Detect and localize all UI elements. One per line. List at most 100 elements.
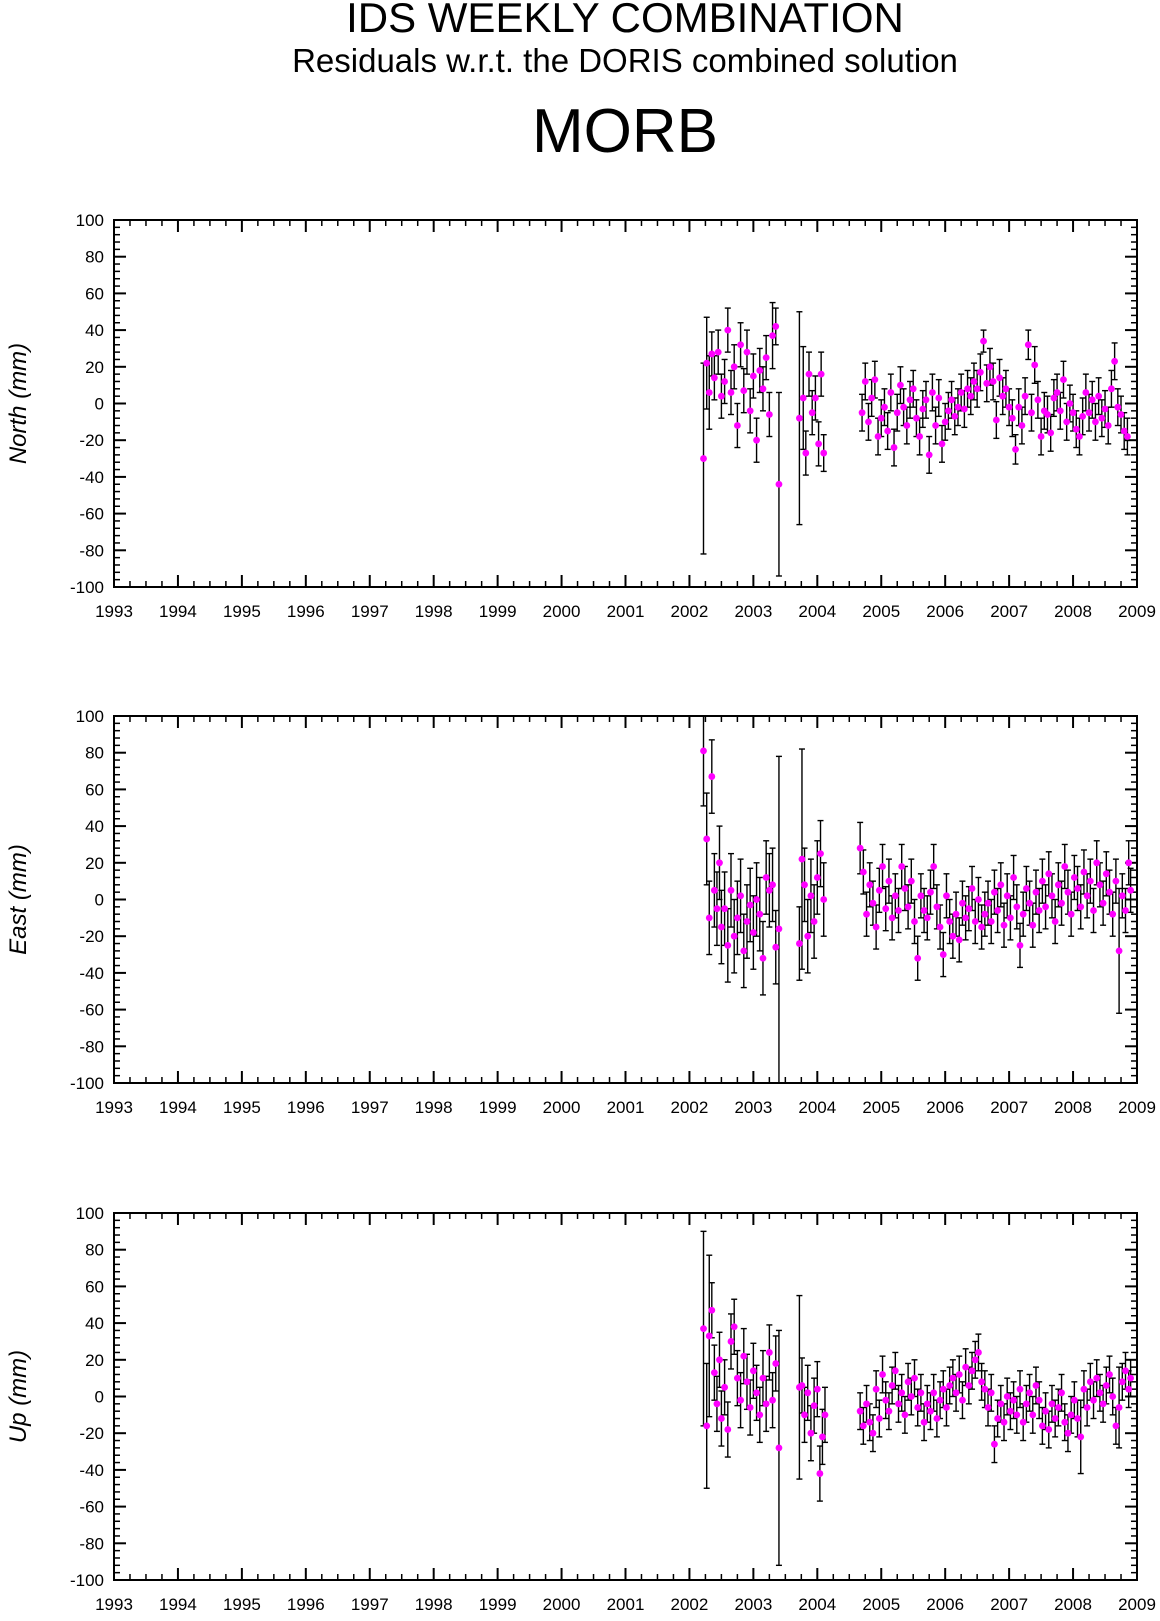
up-ytick-label: -60: [79, 1498, 104, 1517]
north-data-point: [740, 387, 748, 395]
up-data-point: [1007, 1407, 1014, 1415]
east-data-point: [863, 910, 870, 918]
north-data-point: [1060, 376, 1067, 384]
north-data-point: [935, 394, 943, 402]
north-data-point: [799, 394, 807, 402]
east-data-point: [1125, 859, 1133, 867]
east-data-point: [975, 896, 982, 903]
east-ytick-label: -60: [79, 1001, 104, 1020]
north-data-point: [897, 381, 904, 389]
up-data-point: [753, 1389, 760, 1397]
north-data-point: [703, 359, 711, 367]
east-data-point: [1099, 899, 1107, 907]
east-data-point: [1019, 910, 1027, 918]
north-data-point: [759, 385, 767, 393]
up-data-point: [710, 1369, 718, 1377]
east-xtick-label: 2005: [862, 1098, 900, 1117]
up-data-point: [1070, 1396, 1078, 1404]
up-data-point: [879, 1371, 886, 1378]
up-data-point: [743, 1378, 751, 1386]
north-data-point: [1005, 403, 1013, 411]
north-xtick-label: 2008: [1054, 602, 1092, 621]
up-data-point: [762, 1400, 770, 1408]
up-data-point: [943, 1404, 950, 1411]
east-data-point: [965, 905, 973, 913]
up-data-point: [1125, 1385, 1133, 1393]
up-xtick-label: 2001: [607, 1595, 645, 1614]
north-data-point: [700, 455, 707, 462]
up-data-point: [821, 1411, 829, 1419]
east-data-point: [959, 899, 966, 907]
north-xtick-label: 2006: [926, 602, 964, 621]
up-xtick-label: 1997: [351, 1595, 389, 1614]
up-data-point: [718, 1415, 725, 1422]
east-data-point: [724, 941, 732, 949]
up-data-point: [724, 1426, 732, 1433]
east-data-point: [718, 923, 725, 931]
north-data-point: [1095, 392, 1103, 400]
up-data-point: [1016, 1385, 1024, 1393]
east-data-point: [981, 910, 989, 918]
north-xtick-label: 1993: [95, 602, 133, 621]
up-data-point: [759, 1374, 767, 1382]
up-data-point: [1061, 1418, 1069, 1426]
up-data-point: [914, 1404, 922, 1411]
east-data-point: [1042, 903, 1049, 911]
up-data-point: [1045, 1426, 1053, 1433]
north-data-point: [1024, 341, 1032, 349]
east-data-point: [703, 835, 711, 843]
east-data-point: [1035, 907, 1043, 914]
east-data-point: [1010, 874, 1018, 881]
east-data-point: [888, 914, 896, 922]
up-data-point: [798, 1382, 806, 1389]
up-data-point: [939, 1385, 947, 1393]
north-data-point: [727, 389, 735, 396]
east-xtick-label: 2003: [734, 1098, 772, 1117]
north-plot-frame: [113, 219, 1138, 588]
east-data-point: [1112, 877, 1120, 885]
east-data-point: [1038, 877, 1046, 885]
up-data-point: [997, 1400, 1005, 1408]
east-data-point: [885, 877, 893, 885]
east-data-point: [746, 901, 754, 909]
east-data-point: [1086, 877, 1094, 885]
north-data-point: [938, 440, 946, 448]
up-data-point: [1115, 1404, 1123, 1411]
up-data-point: [856, 1407, 864, 1415]
east-xtick-label: 2009: [1118, 1098, 1156, 1117]
north-xtick-label: 2009: [1118, 602, 1156, 621]
east-data-point: [939, 951, 947, 958]
north-data-point: [913, 414, 920, 422]
north-xtick-label: 2003: [734, 602, 772, 621]
north-data-point: [903, 422, 911, 429]
east-data-point: [859, 868, 867, 876]
north-data-point: [871, 376, 879, 384]
north-data-point: [805, 370, 813, 378]
up-data-point: [1019, 1418, 1027, 1426]
east-data-point: [817, 850, 824, 858]
north-data-point: [1111, 357, 1119, 365]
up-data-point: [746, 1404, 754, 1411]
east-data-point: [727, 886, 735, 894]
chart-title: IDS WEEKLY COMBINATION: [346, 0, 904, 41]
up-xtick-label: 1995: [223, 1595, 261, 1614]
east-data-point: [713, 905, 721, 913]
east-data-point: [1127, 886, 1135, 894]
east-xtick-label: 2006: [926, 1098, 964, 1117]
east-data-point: [1058, 899, 1065, 907]
station-name: MORB: [532, 97, 718, 166]
north-data-point: [811, 394, 819, 402]
up-data-point: [1080, 1385, 1088, 1393]
up-data-point: [810, 1402, 818, 1410]
east-xtick-label: 2002: [671, 1098, 709, 1117]
east-ytick-label: -80: [79, 1037, 104, 1056]
up-data-point: [801, 1411, 808, 1419]
east-data-point: [891, 892, 899, 900]
up-data-point: [1029, 1411, 1037, 1419]
north-data-point: [769, 332, 776, 340]
north-data-point: [1047, 429, 1055, 437]
north-data-point: [1063, 418, 1071, 426]
north-data-point: [808, 409, 816, 417]
east-ytick-label: -100: [70, 1074, 104, 1093]
east-data-point: [943, 892, 950, 900]
